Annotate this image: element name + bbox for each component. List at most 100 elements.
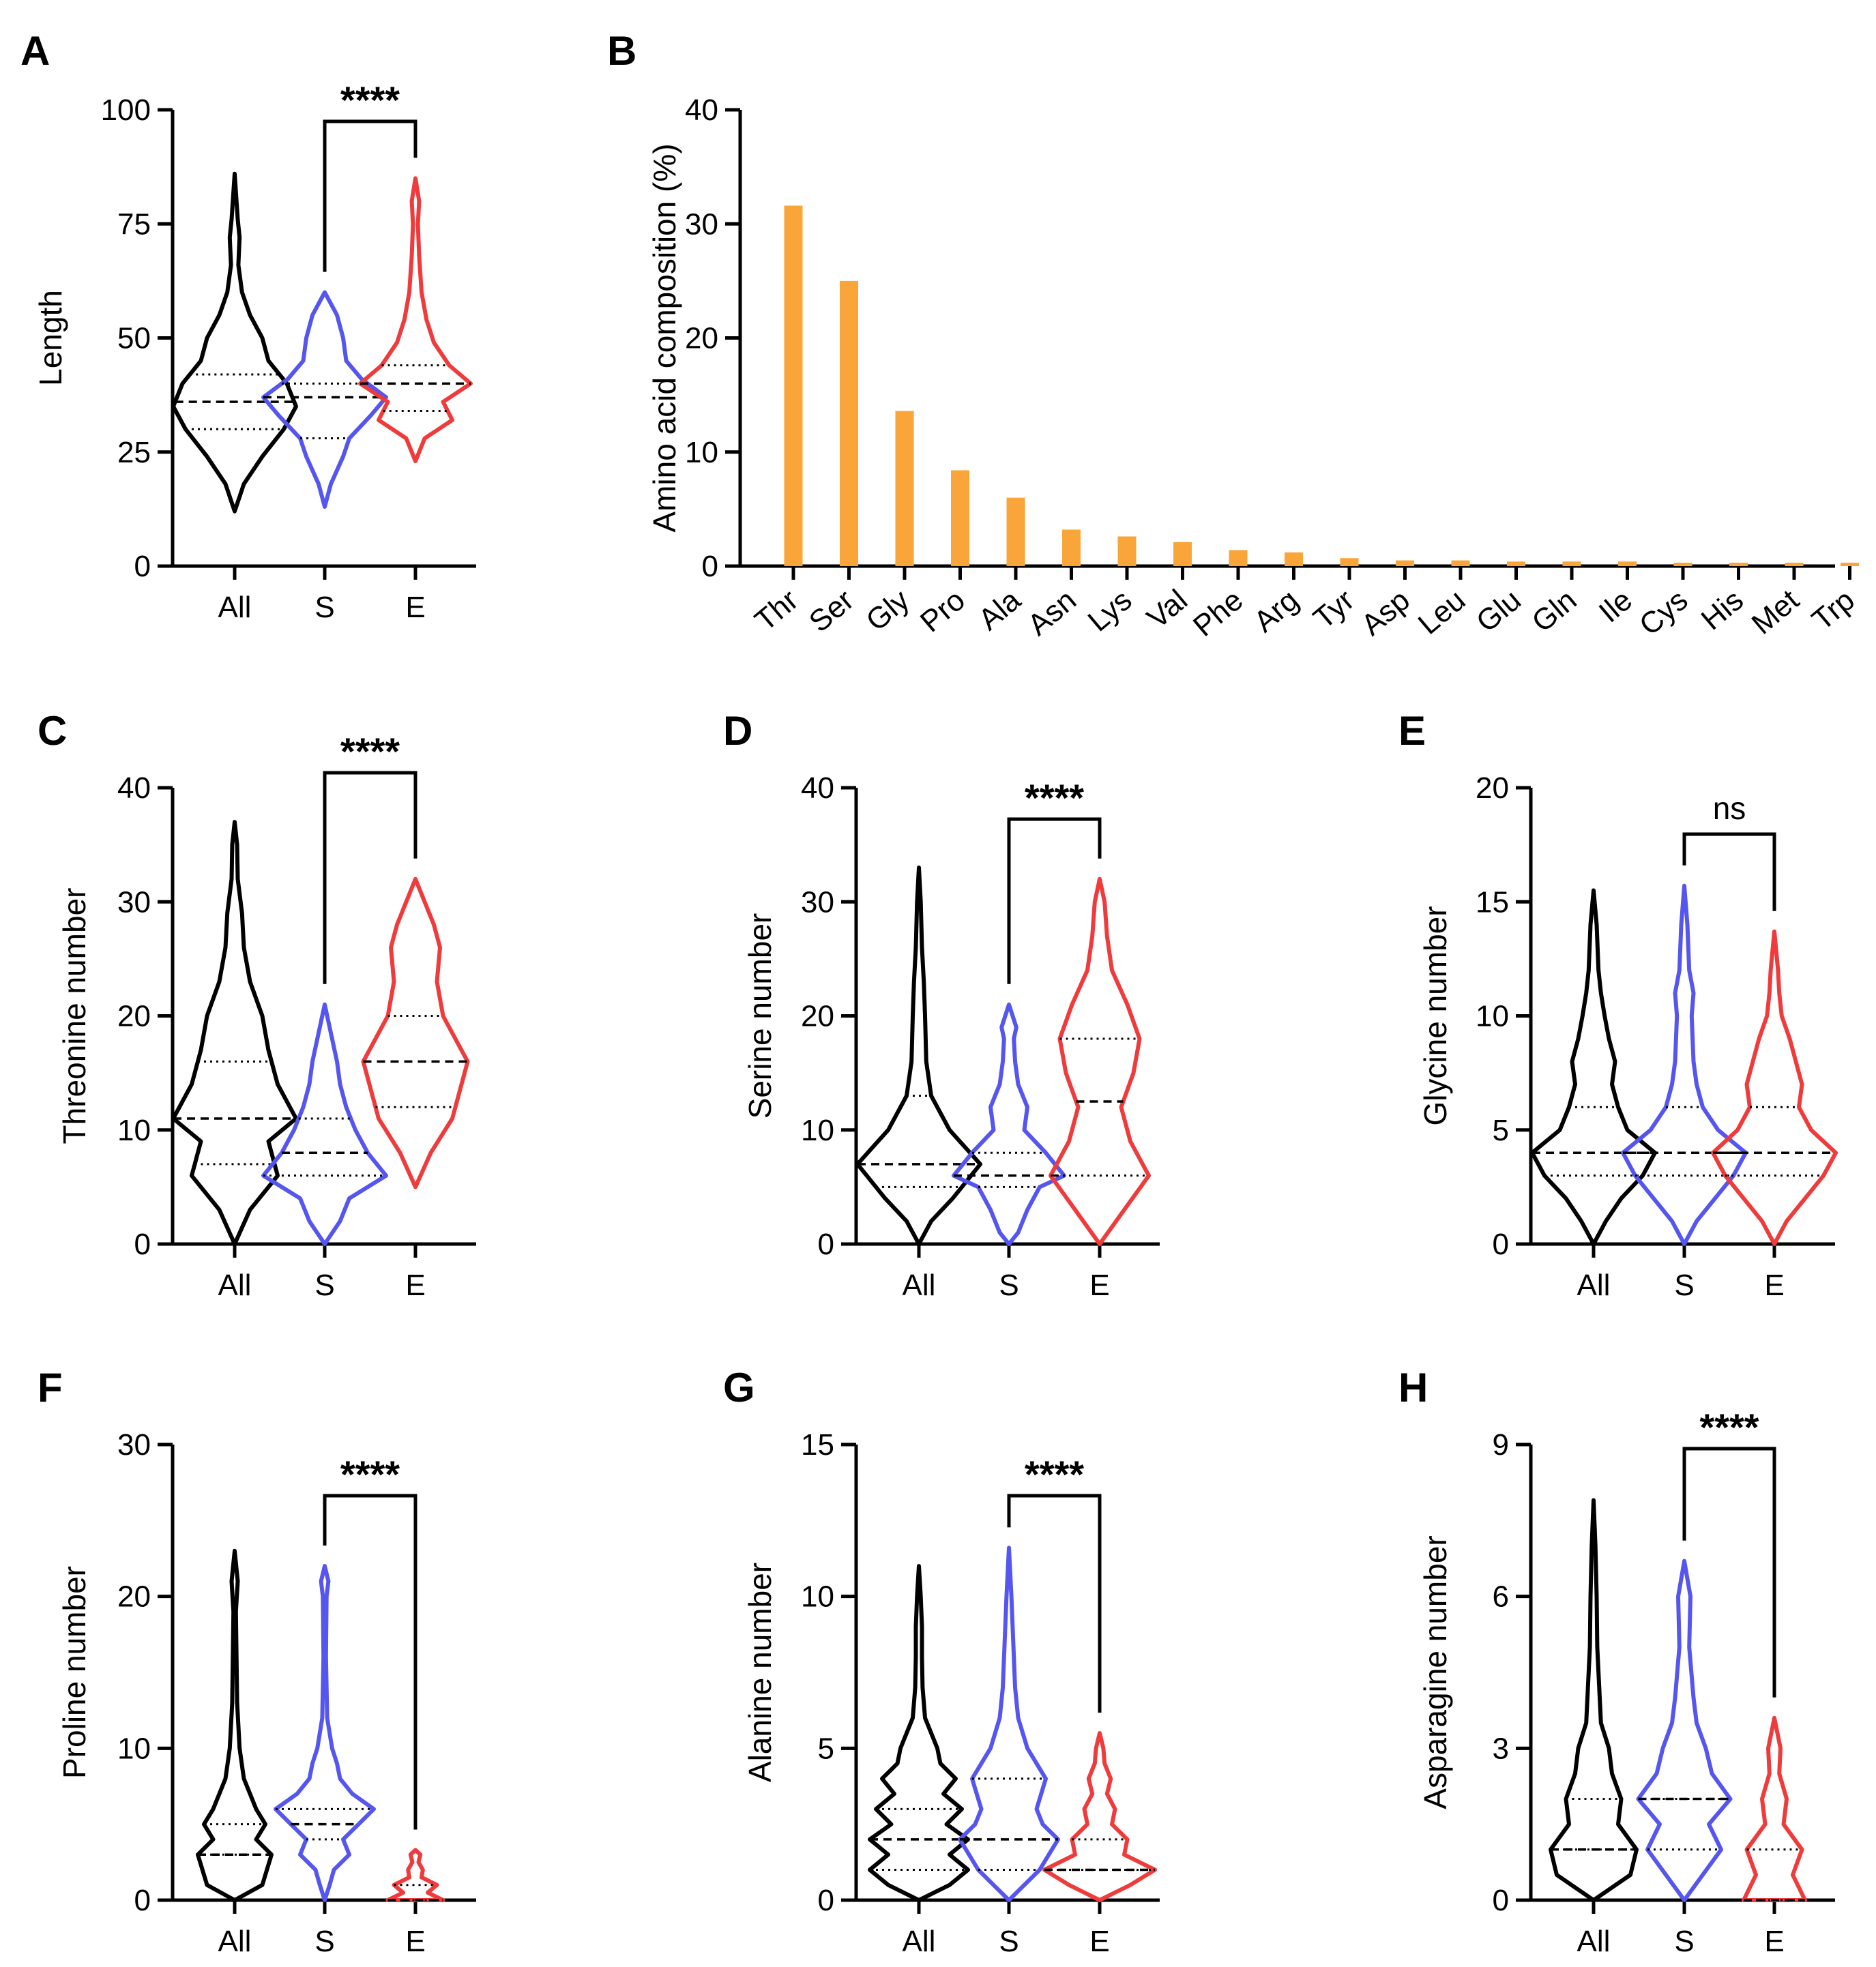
x-tick-label: Gln [1525, 583, 1583, 639]
x-tick-label: E [405, 1925, 425, 1958]
bar-asn [1062, 529, 1081, 566]
y-tick-label: 50 [117, 322, 151, 355]
x-tick-label: Gly [860, 583, 915, 638]
x-tick-label: His [1695, 583, 1750, 636]
bar-ile [1618, 561, 1637, 566]
y-axis-label: Amino acid composition (%) [647, 143, 682, 532]
bar-phe [1229, 550, 1248, 566]
panel-f: F 0 10 20 30 Proline number All S E **** [38, 1365, 476, 1958]
violin-s [1636, 1558, 1733, 1902]
panel-a: A 0 25 50 75 100 Length All S E **** [20, 28, 476, 624]
significance-bracket [323, 771, 417, 984]
panel-letter: C [38, 708, 67, 754]
x-tick-label: Ile [1593, 583, 1639, 629]
x-tick-label: All [1577, 1925, 1611, 1958]
y-axis-label: Length [33, 290, 68, 386]
y-tick-label: 10 [117, 1114, 151, 1147]
y-tick-label: 0 [134, 550, 151, 583]
y-tick-label: 5 [1493, 1114, 1509, 1147]
panel-d: D 0 10 20 30 40 Serine number All S E **** [723, 708, 1160, 1302]
y-tick-label: 30 [117, 885, 151, 919]
x-tick-label: All [218, 591, 252, 624]
y-tick-label: 0 [1493, 1228, 1509, 1261]
bar-ala [1006, 497, 1025, 566]
panel-letter: H [1398, 1365, 1428, 1410]
x-tick-label: S [314, 1269, 334, 1302]
y-tick-label: 6 [1493, 1580, 1509, 1614]
y-tick-label: 0 [1493, 1884, 1509, 1917]
y-tick-label: 30 [685, 207, 718, 241]
y-tick-label: 20 [117, 1000, 151, 1033]
x-tick-label: Asp [1355, 583, 1416, 642]
y-tick-label: 40 [117, 771, 151, 805]
violin-s [1621, 883, 1748, 1246]
x-tick-label: Asn [1021, 583, 1083, 642]
x-tick-label: E [405, 1269, 425, 1302]
y-tick-label: 20 [1476, 771, 1509, 805]
y-tick-label: 20 [117, 1580, 151, 1614]
significance-bracket [1007, 1494, 1102, 1713]
bar-asp [1396, 560, 1414, 566]
violin-s [958, 1546, 1060, 1902]
x-tick-label: E [1764, 1925, 1784, 1958]
y-tick-label: 10 [801, 1114, 834, 1147]
y-axis-label: Serine number [742, 913, 778, 1119]
bar-ser [840, 280, 858, 566]
bar-tyr [1340, 558, 1359, 566]
violin-e [1042, 1731, 1157, 1902]
x-tick-label: Pro [914, 583, 971, 639]
significance-label: **** [1699, 1406, 1759, 1449]
x-tick-label: S [1674, 1925, 1694, 1958]
x-tick-label: Phe [1187, 583, 1249, 643]
y-tick-label: 0 [818, 1228, 834, 1261]
bar-gly [895, 411, 914, 566]
x-tick-label: E [1764, 1269, 1784, 1302]
violin-s [261, 1002, 388, 1246]
y-tick-label: 0 [702, 550, 718, 583]
significance-label: ns [1713, 790, 1746, 826]
bar-val [1173, 542, 1192, 566]
bar-lys [1117, 536, 1137, 566]
y-tick-label: 20 [685, 322, 718, 355]
panel-letter: E [1398, 708, 1426, 754]
bar-pro [951, 470, 969, 566]
x-tick-label: Met [1746, 583, 1806, 641]
violin-all [196, 1548, 274, 1902]
y-tick-label: 20 [801, 1000, 834, 1033]
violin-all [171, 820, 298, 1246]
significance-label: **** [1025, 776, 1084, 819]
y-tick-label: 40 [801, 771, 834, 805]
x-tick-label: Lys [1082, 583, 1139, 638]
x-tick-label: Tyr [1307, 583, 1360, 636]
x-tick-label: Cys [1633, 583, 1695, 642]
bar-met [1785, 562, 1804, 566]
violin-e [361, 876, 470, 1189]
panel-c: C 0 10 20 30 40 Threonine number All S E **** [38, 708, 476, 1302]
x-tick-label: E [1089, 1925, 1109, 1958]
violin-all [1530, 888, 1657, 1246]
significance-label: **** [340, 1453, 400, 1496]
x-tick-label: Arg [1248, 583, 1305, 639]
x-tick-label: All [903, 1925, 936, 1958]
y-axis-label: Threonine number [57, 888, 92, 1144]
x-tick-label: Ser [803, 583, 860, 639]
violin-s [274, 1564, 376, 1902]
violin-e [385, 1848, 445, 1902]
x-tick-label: S [314, 1925, 334, 1958]
significance-label: **** [340, 730, 400, 773]
y-tick-label: 25 [117, 436, 151, 469]
panel-letter: G [723, 1365, 755, 1410]
y-tick-label: 40 [685, 93, 718, 127]
bar-leu [1451, 560, 1470, 566]
y-tick-label: 30 [117, 1428, 151, 1462]
y-tick-label: 15 [1476, 885, 1509, 919]
bar-glu [1507, 561, 1525, 566]
y-tick-label: 10 [117, 1732, 151, 1765]
bar-gln [1562, 561, 1581, 566]
panel-letter: D [723, 708, 752, 754]
violin-all [868, 1564, 970, 1902]
x-tick-label: Glu [1470, 583, 1527, 639]
x-tick-label: Leu [1412, 583, 1472, 641]
